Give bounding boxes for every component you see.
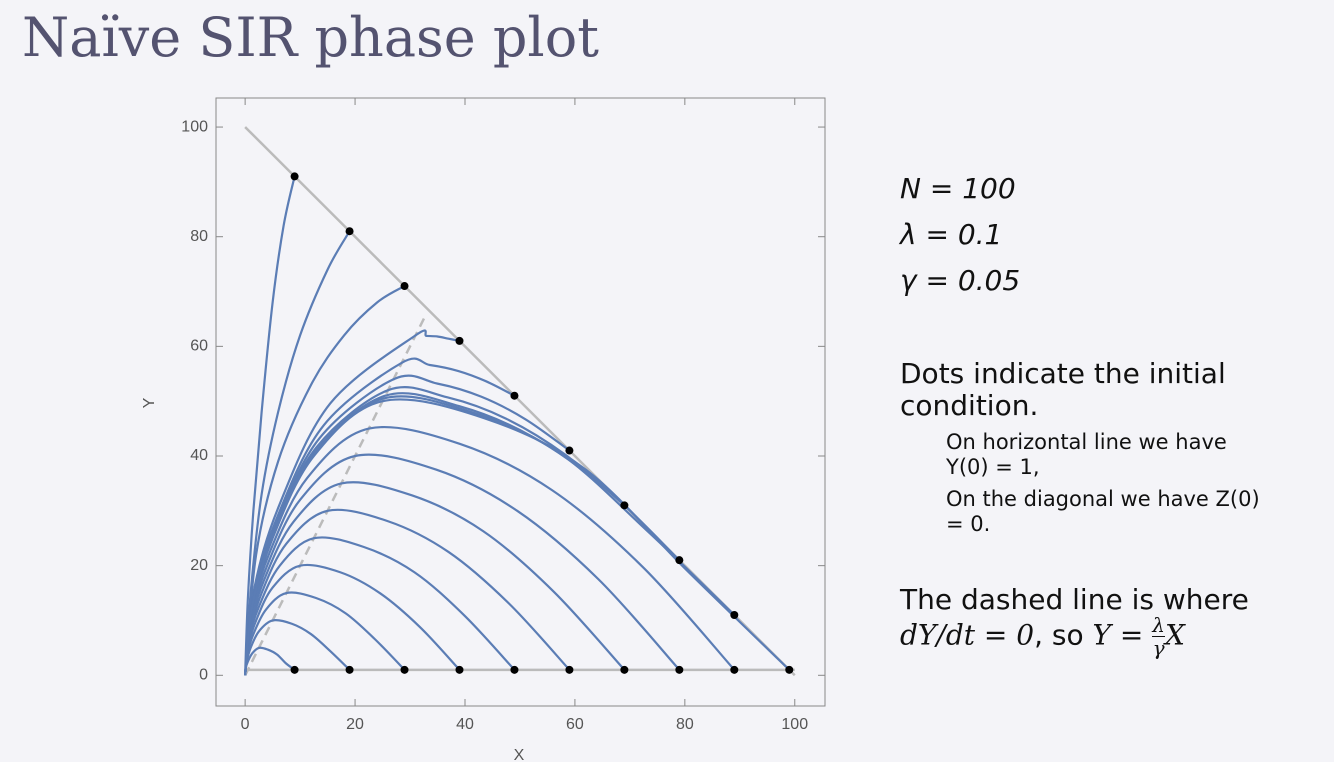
trajectory: [244, 481, 626, 676]
y-axis-label: Y: [141, 397, 158, 408]
trajectory: [244, 329, 460, 676]
y-tick-label: 60: [190, 338, 208, 355]
x-tick-label: 80: [676, 716, 694, 733]
param: λ = 0.1: [900, 218, 1003, 251]
initial-point: [345, 665, 354, 674]
y-tick-label: 40: [190, 447, 208, 464]
initial-point: [730, 665, 739, 674]
y-tick-label: 20: [190, 557, 208, 574]
x-tick-label: 60: [566, 716, 584, 733]
reference-line: [244, 312, 428, 676]
slide-title: Naïve SIR phase plot: [22, 6, 599, 69]
dashed-note: The dashed line is where: [900, 583, 1249, 616]
initial-point: [510, 665, 519, 674]
note: Dots indicate the initial condition.: [900, 357, 1226, 422]
initial-point: [455, 336, 464, 345]
plot-frame: [215, 97, 826, 707]
y-tick-label: 80: [190, 228, 208, 245]
x-axis-label: X: [514, 747, 525, 762]
trajectory: [244, 285, 406, 676]
y-tick-label: 100: [181, 118, 208, 135]
frac-den: γ: [1152, 636, 1165, 660]
bullet: On the diagonal we have Z(0) = 0.: [946, 487, 1260, 536]
initial-point: [400, 282, 409, 291]
y-tick-label: 0: [199, 667, 208, 684]
initial-point: [345, 227, 354, 236]
frac-num: λ: [1152, 613, 1165, 637]
trajectory: [244, 591, 406, 676]
initial-point: [455, 665, 464, 674]
trajectory: [244, 508, 571, 676]
trajectory: [244, 357, 515, 676]
formula-lhs: Y =: [1092, 618, 1144, 652]
initial-point: [785, 665, 794, 674]
x-tick-label: 40: [456, 716, 474, 733]
initial-point: [675, 556, 684, 565]
param: N = 100: [900, 172, 1016, 205]
initial-point: [290, 172, 299, 181]
formula: dY/dt = 0: [900, 618, 1035, 652]
initial-point: [730, 610, 739, 619]
initial-point: [675, 665, 684, 674]
param: γ = 0.05: [900, 264, 1021, 297]
initial-point: [400, 665, 409, 674]
formula-so: , so: [1034, 618, 1084, 652]
initial-point: [290, 665, 299, 674]
bullet: On horizontal line we have Y(0) = 1,: [946, 430, 1227, 479]
initial-point: [565, 665, 574, 674]
initial-point: [565, 446, 574, 455]
trajectory: [244, 453, 681, 676]
formula-end: X: [1164, 618, 1185, 652]
x-tick-label: 100: [781, 716, 808, 733]
x-tick-label: 0: [241, 716, 250, 733]
trajectory: [244, 536, 516, 676]
initial-point: [620, 665, 629, 674]
trajectory: [244, 386, 626, 676]
initial-point: [510, 391, 519, 400]
initial-point: [620, 501, 629, 510]
trajectory: [244, 395, 736, 676]
trajectory: [244, 176, 296, 676]
trajectory: [244, 425, 736, 676]
x-tick-label: 20: [346, 716, 364, 733]
